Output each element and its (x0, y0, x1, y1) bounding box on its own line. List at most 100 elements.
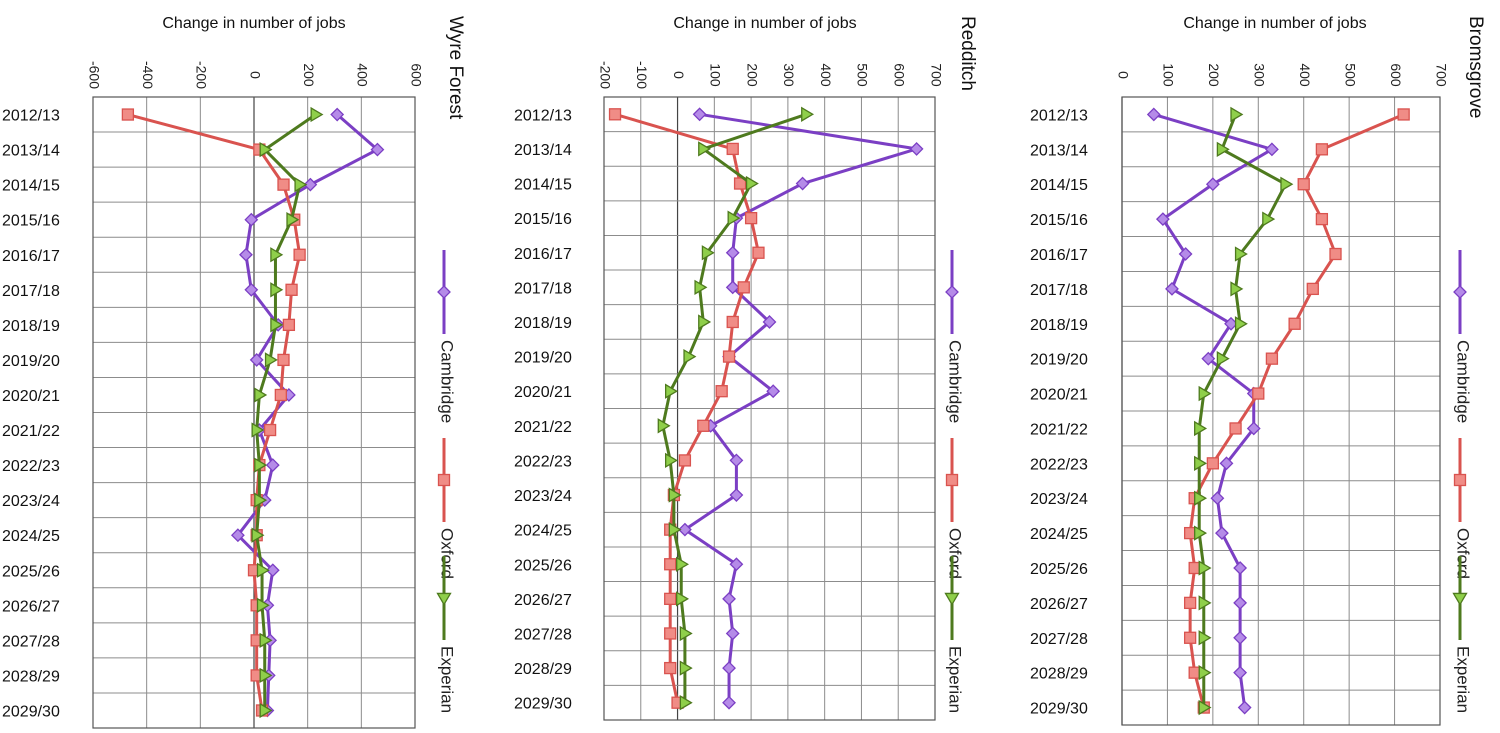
data-point-cambridge (795, 176, 810, 191)
data-point-experian (698, 314, 712, 330)
data-point-oxford (293, 248, 306, 261)
data-point-cambridge (725, 280, 740, 295)
tick-label: 300 (781, 63, 797, 87)
data-point-experian (665, 452, 678, 469)
data-point-oxford (277, 178, 290, 191)
data-point-cambridge (1233, 595, 1248, 610)
data-point-experian (701, 245, 715, 261)
category-label: 2026/27 (514, 592, 572, 609)
category-label: 2021/22 (1030, 421, 1088, 438)
data-point-oxford (1206, 457, 1220, 470)
data-point-cambridge (1215, 526, 1229, 541)
legend-label-experian: Experian (438, 646, 457, 713)
tick-label: 100 (708, 63, 724, 87)
category-label: 2022/23 (1030, 456, 1088, 473)
category-label: 2024/25 (2, 528, 60, 545)
tick-label: -400 (140, 61, 156, 89)
data-point-experian (1230, 106, 1244, 123)
legend: Cambridge Oxford Experian (944, 250, 965, 713)
category-label: 2028/29 (1030, 666, 1088, 683)
data-point-oxford (722, 350, 736, 363)
chart-title: Wyre Forest (445, 16, 466, 120)
category-label: 2024/25 (1030, 526, 1088, 543)
category-label: 2015/16 (2, 213, 60, 230)
category-label: 2027/28 (514, 626, 572, 643)
category-label: 2019/20 (514, 350, 572, 367)
data-point-oxford (285, 283, 298, 296)
tick-label: 200 (301, 63, 317, 87)
category-label: 2029/30 (514, 696, 572, 713)
legend: Cambridge Oxford Experian (436, 250, 457, 713)
series-line-experian (661, 112, 807, 703)
data-point-experian (801, 106, 815, 122)
category-label: 2019/20 (2, 353, 60, 370)
data-point-cambridge (725, 245, 740, 260)
data-point-oxford (678, 454, 692, 467)
category-label: 2029/30 (1030, 701, 1088, 718)
tick-label: 0 (1115, 71, 1131, 79)
series-cambridge (1146, 107, 1279, 715)
tick-label: 600 (1388, 63, 1404, 87)
data-point-cambridge (265, 563, 280, 578)
tick-label: 400 (818, 63, 834, 87)
data-point-cambridge (729, 453, 744, 468)
data-point-experian (1234, 316, 1248, 332)
tick-label: 300 (1252, 63, 1268, 87)
data-point-experian (256, 562, 270, 578)
data-point-oxford (274, 388, 287, 402)
data-point-cambridge (766, 384, 781, 399)
legend-label-cambridge: Cambridge (1454, 340, 1473, 423)
chart-title: Bromsgrove (1465, 16, 1486, 118)
data-point-experian (270, 282, 284, 298)
series-oxford (1183, 108, 1410, 714)
tick-label: 200 (1206, 63, 1222, 87)
data-point-experian (727, 210, 741, 226)
data-point-oxford (752, 246, 765, 259)
category-label: 2021/22 (2, 423, 60, 440)
data-point-experian (270, 247, 284, 263)
data-point-experian (259, 141, 273, 158)
data-point-experian (264, 352, 278, 368)
data-point-cambridge (722, 661, 736, 676)
data-point-experian (1234, 246, 1248, 262)
data-point-cambridge (1264, 142, 1279, 157)
category-label: 2027/28 (2, 633, 60, 650)
data-point-cambridge (1210, 491, 1225, 506)
data-point-experian (665, 383, 678, 399)
chart-panel-2: -200 -100 0 100 200 300 400 500 600 700 2012/13 201… (514, 15, 978, 721)
category-label: 2012/13 (2, 108, 60, 125)
series-line-experian (1197, 113, 1288, 708)
data-point-oxford (726, 315, 739, 329)
tick-label: -600 (86, 61, 102, 89)
data-point-experian (259, 632, 273, 648)
data-point-experian (254, 387, 268, 403)
data-point-oxford (1329, 247, 1342, 261)
data-point-experian (256, 597, 270, 613)
category-label: 2018/19 (2, 318, 60, 335)
legend: Cambridge Oxford Experian (1452, 250, 1473, 713)
data-point-cambridge (1233, 665, 1248, 680)
category-label: 2029/30 (2, 703, 60, 720)
data-point-oxford (263, 423, 277, 437)
data-point-oxford (715, 385, 728, 398)
data-point-oxford (1265, 352, 1279, 365)
category-label: 2013/14 (2, 143, 60, 160)
tick-label: 500 (855, 63, 871, 87)
plot-area (603, 96, 936, 721)
category-label: 2025/26 (514, 557, 572, 574)
category-label: 2025/26 (1030, 561, 1088, 578)
category-label: 2023/24 (2, 493, 60, 510)
category-label: 2025/26 (2, 563, 60, 580)
data-point-experian (259, 667, 273, 684)
category-label: 2017/18 (1030, 282, 1088, 299)
chart-panel-3: 0 100 200 300 400 500 600 700 2012/13 2013/14 2014… (1030, 15, 1486, 726)
data-point-oxford (744, 211, 758, 225)
category-label: 2016/17 (2, 248, 60, 265)
data-point-cambridge (1205, 177, 1220, 192)
legend-label-cambridge: Cambridge (946, 340, 965, 423)
tick-label: -200 (194, 61, 210, 89)
data-point-oxford (1229, 422, 1242, 435)
data-point-experian (1280, 176, 1294, 192)
series-experian (1194, 106, 1294, 716)
data-point-cambridge (909, 141, 924, 156)
